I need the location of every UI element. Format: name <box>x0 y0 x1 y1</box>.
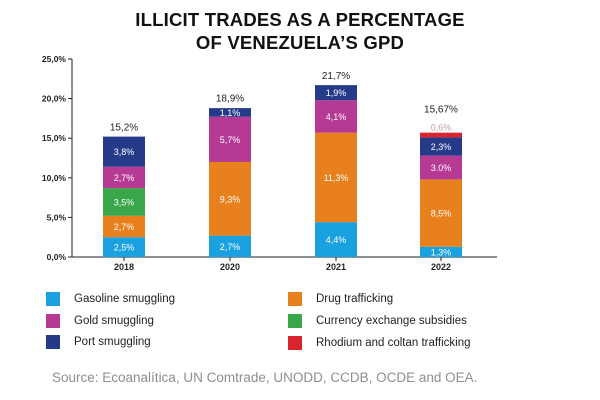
segment-value-label: 2,7% <box>114 222 135 232</box>
bar-segment <box>103 237 145 257</box>
segment-value-label: 2,7% <box>114 173 135 183</box>
bar-segment <box>420 246 462 257</box>
y-tick-label: 25,0% <box>42 54 67 64</box>
segment-value-label: 11,3% <box>324 173 349 183</box>
bar-segment <box>420 132 462 138</box>
segment-value-label: 2,3% <box>431 142 452 152</box>
chart-title: ILLICIT TRADES AS A PERCENTAGE OF VENEZU… <box>0 8 600 54</box>
bar-segment <box>103 188 145 216</box>
x-tick-label: 2021 <box>326 262 346 272</box>
source-note: Source: Ecoanalítica, UN Comtrade, UNODD… <box>52 370 478 385</box>
total-value-label: 15,2% <box>110 123 138 134</box>
bar-segment <box>209 116 251 162</box>
bar-segment <box>315 222 357 257</box>
bar-segment <box>420 179 462 247</box>
segment-value-label: 9,3% <box>220 194 241 204</box>
x-tick-label: 2020 <box>220 262 240 272</box>
bar-segment <box>209 108 251 117</box>
segment-value-label: 1,9% <box>326 88 347 98</box>
y-tick-label: 10,0% <box>42 173 67 183</box>
bar-segment <box>209 235 251 257</box>
segment-value-label: 1,3% <box>431 247 452 257</box>
segment-value-label: 2,7% <box>220 242 241 252</box>
bar-segment <box>315 100 357 133</box>
segment-value-label: 5,7% <box>220 135 241 145</box>
bar-segment <box>103 136 145 167</box>
bar-segment <box>315 132 357 223</box>
total-value-label: 21,7% <box>322 71 350 82</box>
bar-segment <box>420 137 462 156</box>
data-labels: 2,5% 2,7% 3,5% 2,7% 3,8% 2,7% 9,3% 5,7% 1,1% 4,4%… <box>110 71 458 257</box>
y-tick-label: 5,0% <box>47 212 67 222</box>
bar-segment <box>103 166 145 189</box>
y-tick-label: 15,0% <box>42 133 67 143</box>
bar-segment <box>103 215 145 238</box>
x-tick-label: 2018 <box>114 262 134 272</box>
segment-value-label: 2,5% <box>114 243 135 253</box>
bars <box>103 85 462 257</box>
y-tick-label: 0,0% <box>47 252 67 262</box>
segment-value-label: 0,6% <box>431 123 452 133</box>
bar-segment <box>209 161 251 236</box>
bar-segment <box>420 155 462 180</box>
segment-value-label: 4,1% <box>326 112 347 122</box>
segment-value-label: 8,5% <box>431 209 452 219</box>
segment-value-label: 1,1% <box>220 108 241 118</box>
segment-value-label: 4,4% <box>326 235 347 245</box>
chart-title-line-2: OF VENEZUELA’S GPD <box>195 32 405 53</box>
segment-value-label: 3.0% <box>431 163 452 173</box>
y-tick-label: 20,0% <box>42 94 67 104</box>
chart-title-line-1: ILLICIT TRADES AS A PERCENTAGE <box>135 9 465 30</box>
bar-segment <box>315 85 357 101</box>
x-tick-label: 2022 <box>431 262 451 272</box>
total-value-label: 18,9% <box>216 93 244 104</box>
total-value-label: 15,67% <box>424 105 458 116</box>
segment-value-label: 3,5% <box>114 197 135 207</box>
segment-value-label: 3,8% <box>114 147 135 157</box>
